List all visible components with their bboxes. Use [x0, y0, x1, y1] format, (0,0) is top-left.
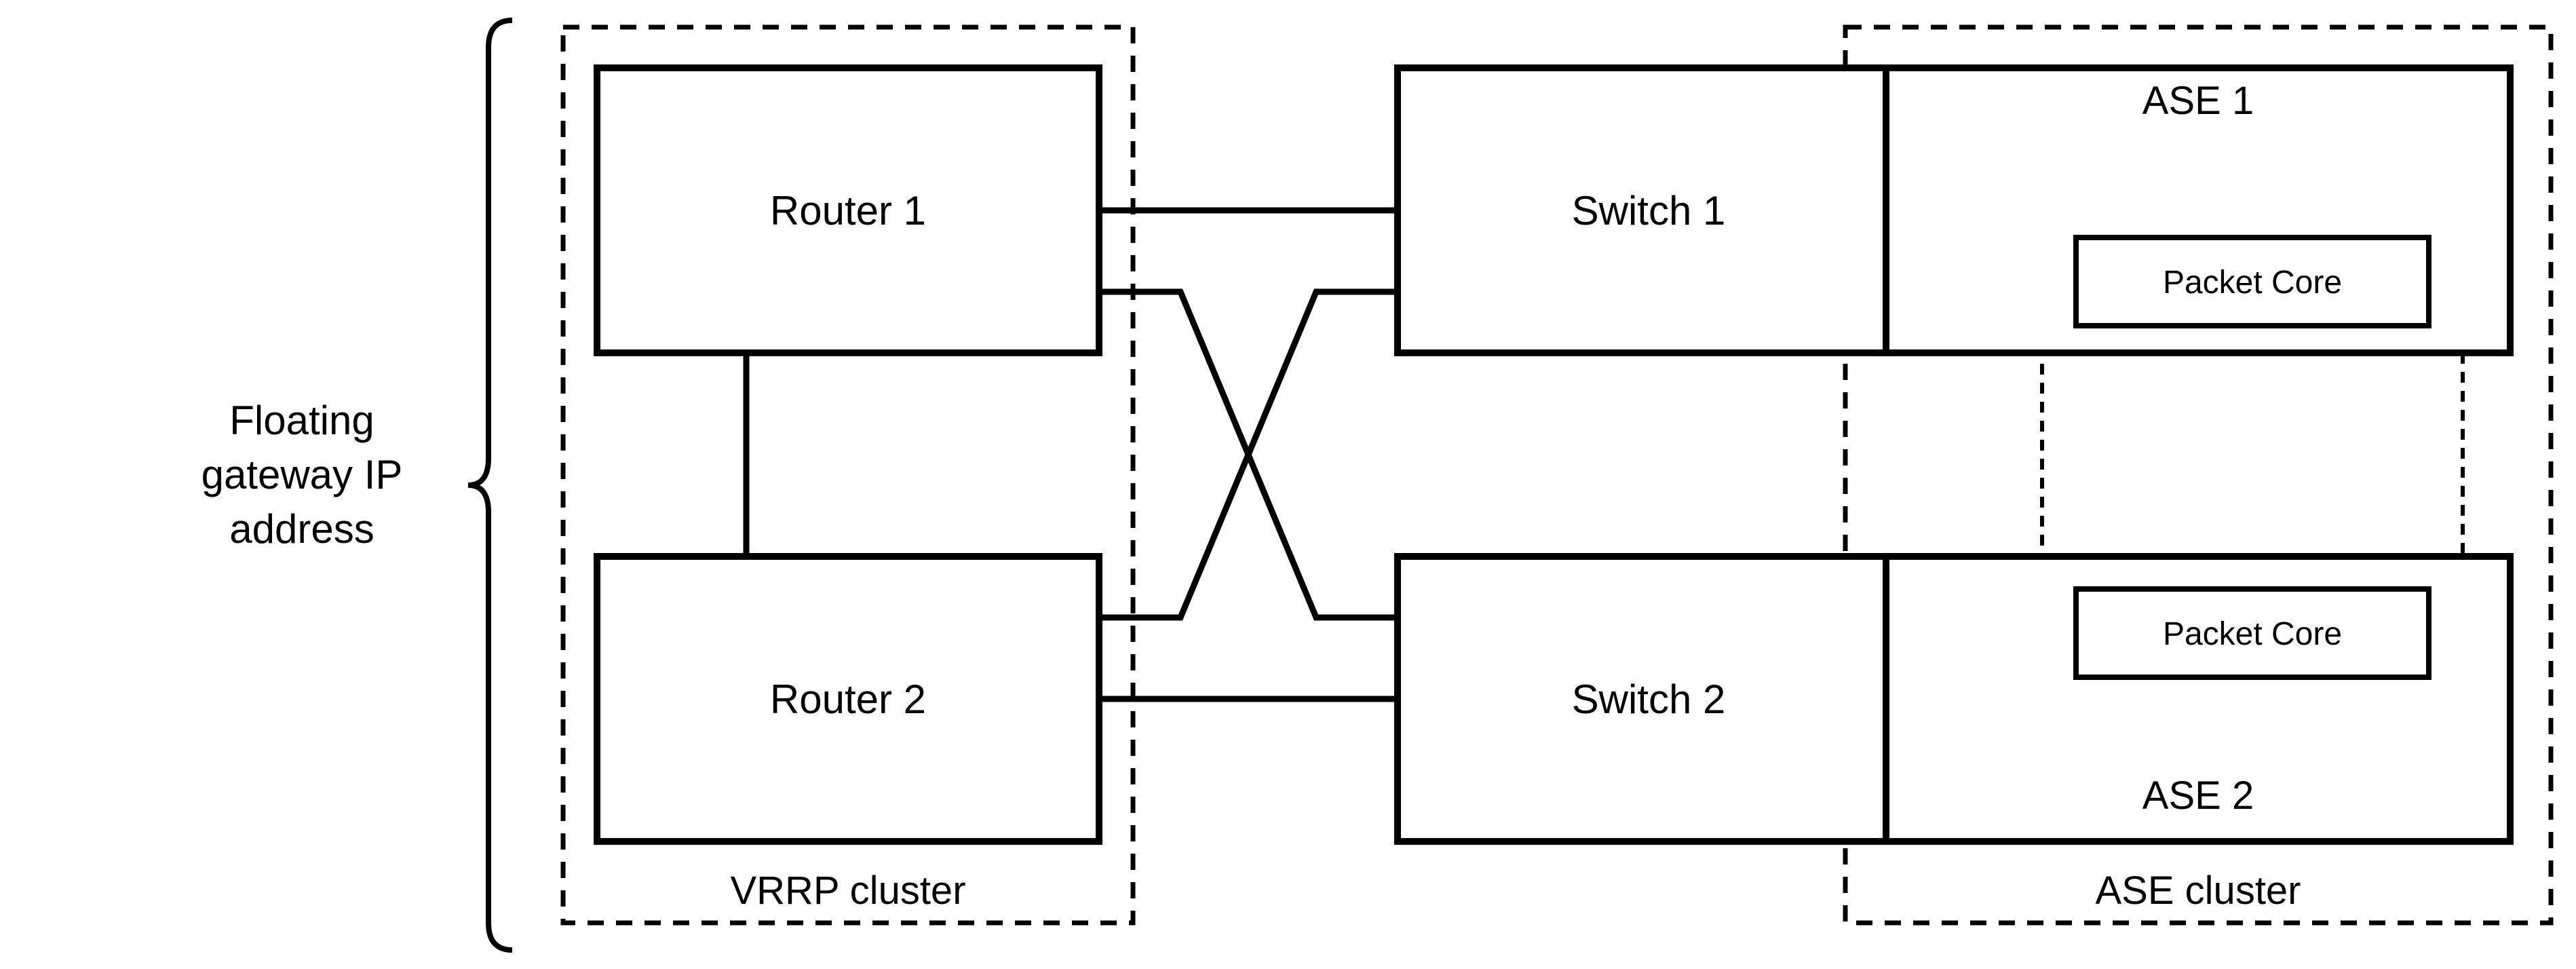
node-router1: Router 1 — [597, 68, 1099, 353]
node-pc1-label: Packet Core — [2163, 265, 2342, 301]
node-switch1-label: Switch 1 — [1572, 188, 1726, 233]
node-router1-label: Router 1 — [770, 188, 926, 233]
node-ase2-label: ASE 2 — [2142, 774, 2254, 818]
node-pc2: Packet Core — [2076, 589, 2429, 677]
brace-icon — [468, 20, 512, 950]
ase-cluster-label: ASE cluster — [2096, 869, 2301, 913]
node-ase1-label: ASE 1 — [2142, 79, 2254, 123]
node-switch2: Switch 2 — [1398, 556, 1900, 841]
node-switch2-label: Switch 2 — [1572, 677, 1726, 722]
annotation-line-0: Floating — [229, 398, 374, 443]
edge-r2-s1 — [1099, 292, 1398, 618]
network-diagram: VRRP clusterASE clusterAKS clusterRouter… — [0, 0, 2576, 969]
vrrp-cluster-label: VRRP cluster — [730, 869, 965, 913]
node-router2: Router 2 — [597, 556, 1099, 841]
node-pc2-label: Packet Core — [2163, 616, 2342, 652]
annotation-line-1: gateway IP — [201, 452, 403, 497]
node-pc1: Packet Core — [2076, 238, 2429, 326]
node-switch1: Switch 1 — [1398, 68, 1900, 353]
node-router2-label: Router 2 — [770, 677, 926, 722]
annotation-line-2: address — [229, 506, 374, 552]
